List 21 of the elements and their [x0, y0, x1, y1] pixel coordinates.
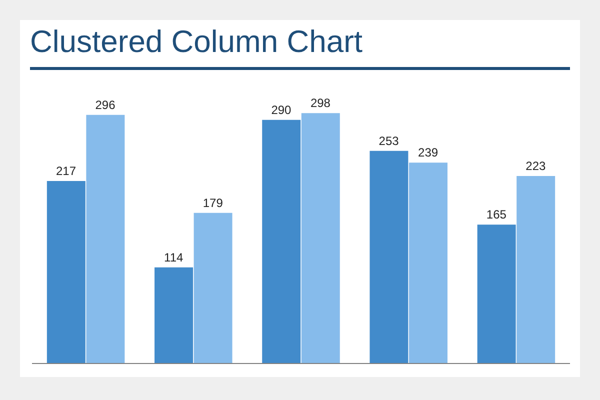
data-label: 239: [418, 146, 438, 160]
bar: [262, 120, 301, 363]
bar: [516, 176, 556, 363]
data-label: 223: [526, 159, 546, 174]
bar: [46, 181, 86, 363]
data-label: 296: [95, 98, 116, 112]
bar: [86, 114, 125, 363]
data-label: 253: [378, 134, 400, 148]
bar: [370, 150, 408, 363]
data-label: 179: [202, 196, 224, 210]
data-label: 217: [56, 164, 76, 178]
bar: [301, 113, 340, 363]
bar: [194, 212, 232, 363]
chart-title: Clustered Column Chart: [30, 24, 363, 60]
data-label: 114: [164, 250, 184, 264]
bar: [154, 267, 194, 363]
bar: [477, 224, 516, 363]
data-label: 298: [310, 96, 331, 110]
data-label: 290: [271, 102, 292, 117]
data-label: 165: [486, 208, 507, 222]
bar: [408, 162, 448, 363]
